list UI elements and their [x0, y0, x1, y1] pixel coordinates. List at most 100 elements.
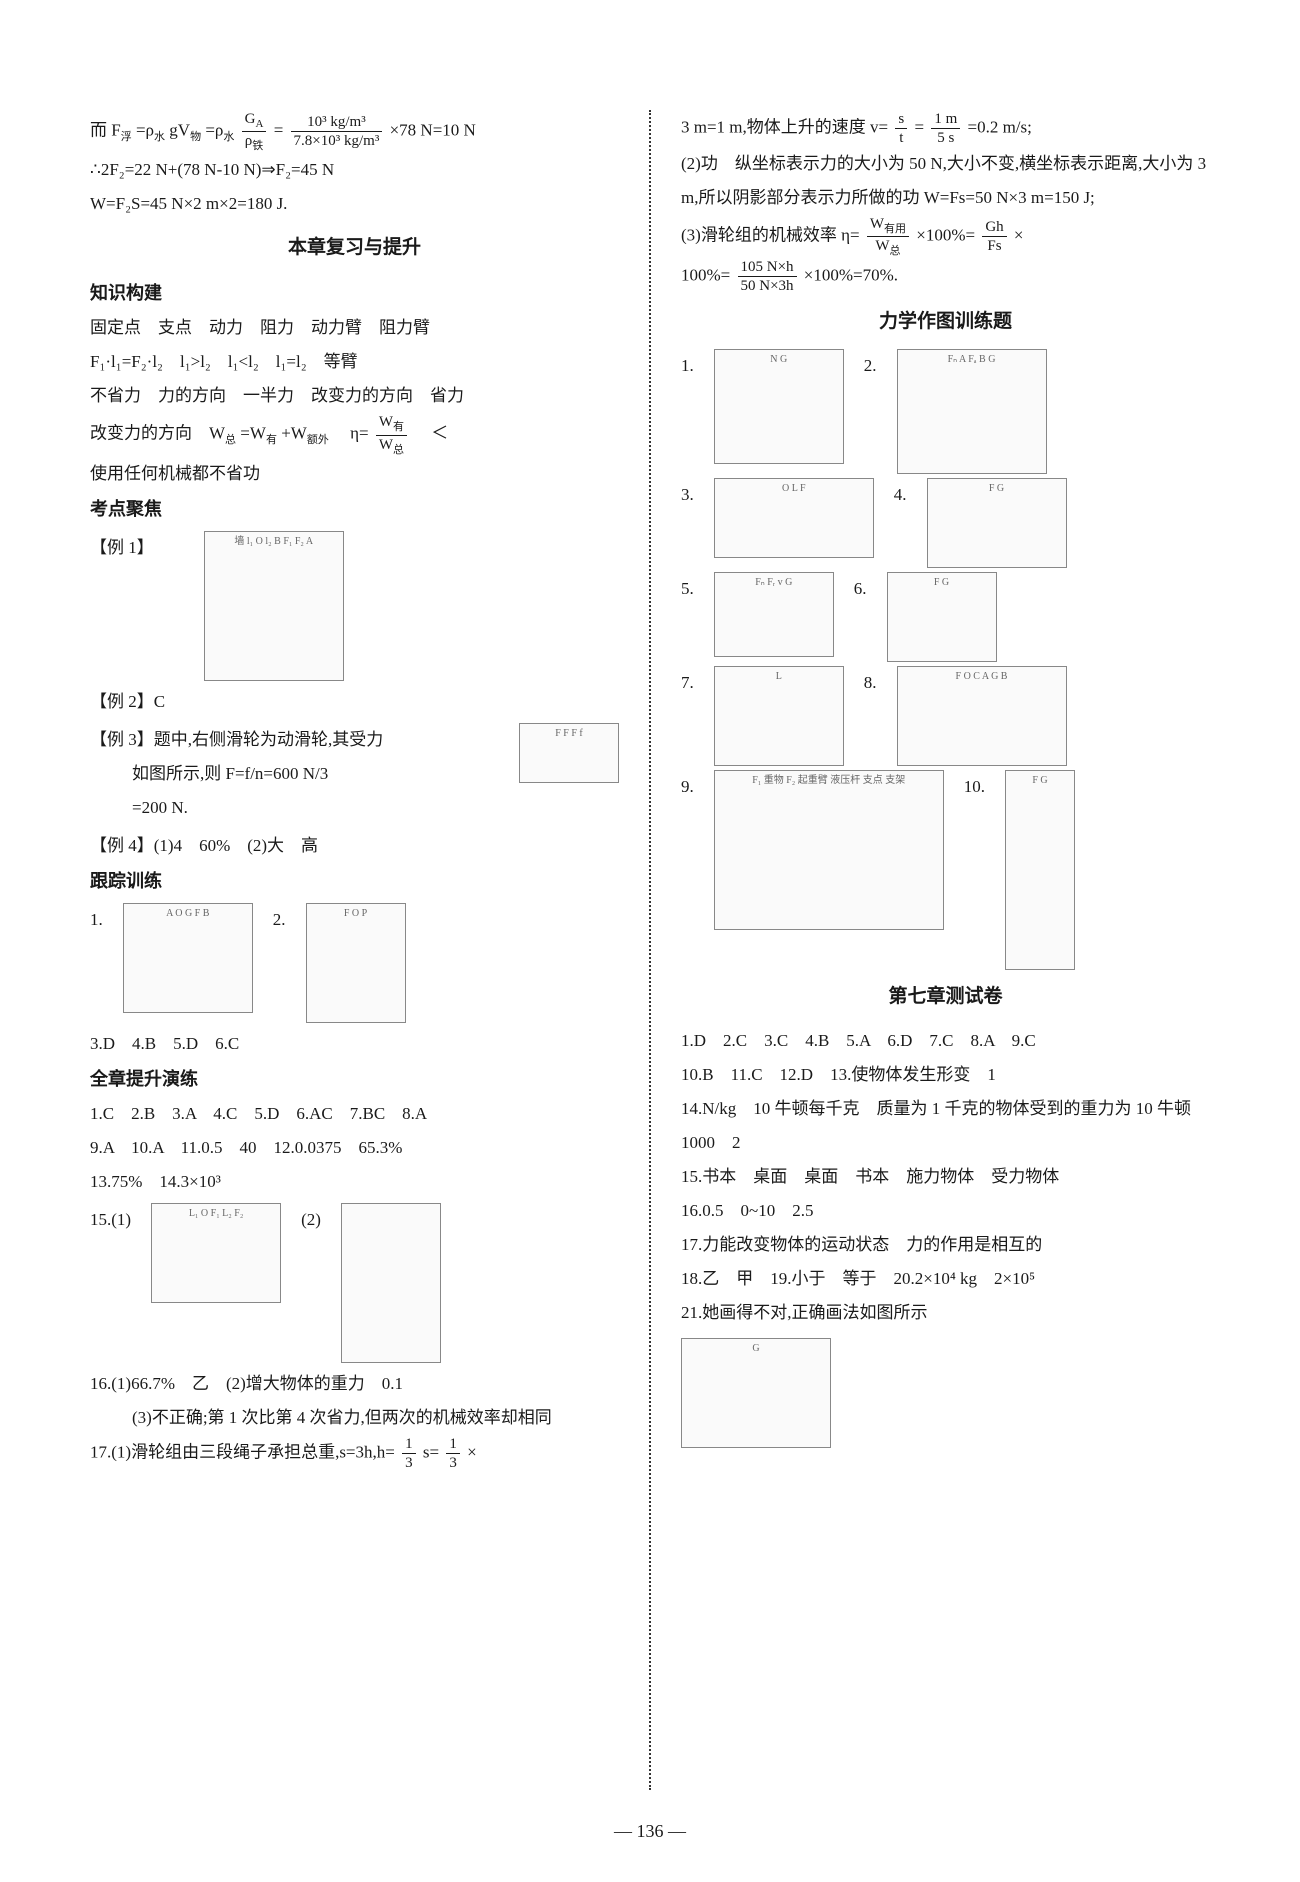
subscript: 物 [190, 131, 201, 143]
test-line: 15.书本 桌面 桌面 书本 施力物体 受力物体 [681, 1160, 1210, 1194]
diagram-row-7-8: 7. L 8. F O C A G B [681, 666, 1210, 766]
kb-line: 改变力的方向 W总 =W有 +W额外 η= W有 W总 ＜ [90, 413, 619, 456]
text: =ρ [136, 121, 154, 140]
diagram-row-1-2: 1. N G 2. Fₙ A Fₐ B G [681, 349, 1210, 474]
force-diagram-4: F G [927, 478, 1067, 568]
tracking-diagram-1: A O G F B [123, 903, 253, 1013]
tracking-diagrams: 1. A O G F B 2. F O P [90, 903, 619, 1023]
fig-num: 8. [864, 666, 877, 700]
fig-num: 15.(1) [90, 1203, 131, 1237]
section-practice: 全章提升演练 [90, 1061, 619, 1097]
test-line: 21.她画得不对,正确画法如图所示 [681, 1296, 1210, 1330]
force-diagram-7: L [714, 666, 844, 766]
force-diagram-5: Fₙ Fᵣ v G [714, 572, 834, 657]
fraction: 105 N×h 50 N×3h [738, 258, 797, 295]
test-line: 14.N/kg 10 牛顿每千克 质量为 1 千克的物体受到的重力为 10 牛顿… [681, 1092, 1210, 1160]
fraction: Gh Fs [982, 218, 1006, 255]
text: gV [169, 121, 190, 140]
practice-line: 1.C 2.B 3.A 4.C 5.D 6.AC 7.BC 8.A [90, 1097, 619, 1131]
fig-num: 2. [864, 349, 877, 383]
text: =ρ [205, 121, 223, 140]
fig-num: 9. [681, 770, 694, 804]
equals: = [274, 121, 284, 140]
section-tracking: 跟踪训练 [90, 863, 619, 899]
fig-num: 1. [681, 349, 694, 383]
physics-line-1: 而 F浮 =ρ水 gV物 =ρ水 GA ρ铁 = 10³ kg/m³ 7.8×1… [90, 110, 619, 153]
force-diagram-6: F G [887, 572, 997, 662]
diagram-row-9-10: 9. F₁ 重物 F₂ 起重臂 液压杆 支点 支架 10. F G [681, 770, 1210, 970]
force-diagram-8: F O C A G B [897, 666, 1067, 766]
right-line-2: (2)功 纵坐标表示力的大小为 50 N,大小不变,横坐标表示距离,大小为 3 … [681, 147, 1210, 215]
fraction: 1 3 [446, 1435, 460, 1472]
example-1-row: 【例 1】 墙 l₁ O l₂ B F₁ F₂ A [90, 531, 619, 681]
practice-16b: (3)不正确;第 1 次比第 4 次省力,但两次的机械效率却相同 [90, 1401, 619, 1435]
fig-num: 6. [854, 572, 867, 606]
fraction: W有 W总 [376, 413, 407, 456]
fig-num: 7. [681, 666, 694, 700]
fraction: 1 3 [402, 1435, 416, 1472]
right-line-1: 3 m=1 m,物体上升的速度 v= s t = 1 m 5 s =0.2 m/… [681, 110, 1210, 147]
example-1-diagram: 墙 l₁ O l₂ B F₁ F₂ A [204, 531, 344, 681]
example-4: 【例 4】(1)4 60% (2)大 高 [90, 829, 619, 863]
fig-num: 1. [90, 903, 103, 937]
test-line: 18.乙 甲 19.小于 等于 20.2×10⁴ kg 2×10⁵ [681, 1262, 1210, 1296]
chapter-review-title: 本章复习与提升 [90, 229, 619, 267]
physics-line-2: ∴2F₂=22 N+(78 N-10 N)⇒F₂=45 N [90, 153, 619, 187]
fig-num: 3. [681, 478, 694, 512]
denominator: 7.8×10³ kg/m³ [291, 132, 383, 150]
force-diagram-3: O L F [714, 478, 874, 558]
text: 而 F [90, 121, 121, 140]
fig-num: 2. [273, 903, 286, 937]
fig-num: 5. [681, 572, 694, 606]
kb-line: 不省力 力的方向 一半力 改变力的方向 省力 [90, 379, 619, 413]
page-columns: 而 F浮 =ρ水 gV物 =ρ水 GA ρ铁 = 10³ kg/m³ 7.8×1… [90, 110, 1210, 1790]
diagram-row-5-6: 5. Fₙ Fᵣ v G 6. F G [681, 572, 1210, 662]
page-number: — 136 — [0, 1821, 1300, 1842]
fraction: s t [895, 110, 907, 147]
column-divider [649, 110, 651, 1790]
practice-15-1-diagram: L₁ O F₁ L₂ F₂ [151, 1203, 281, 1303]
tracking-answers: 3.D 4.B 5.D 6.C [90, 1027, 619, 1061]
force-diagram-2: Fₙ A Fₐ B G [897, 349, 1047, 474]
example-3-diagram: F F F f [519, 723, 619, 783]
text: ×78 N=10 N [390, 121, 476, 140]
mechanics-drawing-title: 力学作图训练题 [681, 303, 1210, 341]
practice-15-2-diagram [341, 1203, 441, 1363]
diagram-row-3-4: 3. O L F 4. F G [681, 478, 1210, 568]
kb-line: F₁·l₁=F₂·l₂ l₁>l₂ l₁<l₂ l₁=l₂ 等臂 [90, 345, 619, 379]
right-line-4: 100%= 105 N×h 50 N×3h ×100%=70%. [681, 258, 1210, 295]
section-focus: 考点聚焦 [90, 491, 619, 527]
practice-16: 16.(1)66.7% 乙 (2)增大物体的重力 0.1 [90, 1367, 619, 1401]
practice-15-row: 15.(1) L₁ O F₁ L₂ F₂ (2) [90, 1203, 619, 1363]
example-3-row: 【例 3】题中,右侧滑轮为动滑轮,其受力 如图所示,则 F=f/n=600 N/… [90, 723, 619, 825]
practice-17: 17.(1)滑轮组由三段绳子承担总重,s=3h,h= 1 3 s= 1 3 × [90, 1435, 619, 1472]
fraction: GA ρ铁 [242, 110, 267, 153]
example-2: 【例 2】C [90, 685, 619, 719]
fraction: 1 m 5 s [931, 110, 960, 147]
fraction: W有用 W总 [867, 215, 909, 258]
subscript: 水 [223, 131, 234, 143]
kb-line: 固定点 支点 动力 阻力 动力臂 阻力臂 [90, 311, 619, 345]
force-diagram-9: F₁ 重物 F₂ 起重臂 液压杆 支点 支架 [714, 770, 944, 930]
force-diagram-1: N G [714, 349, 844, 464]
fig-num: (2) [301, 1203, 321, 1237]
fraction: 10³ kg/m³ 7.8×10³ kg/m³ [291, 113, 383, 150]
subscript: 水 [154, 131, 165, 143]
practice-line: 9.A 10.A 11.0.5 40 12.0.0375 65.3% [90, 1131, 619, 1165]
example-label: 【例 1】 [90, 531, 154, 565]
kb-line: 使用任何机械都不省功 [90, 457, 619, 491]
answer-21-diagram: G [681, 1338, 831, 1448]
left-column: 而 F浮 =ρ水 gV物 =ρ水 GA ρ铁 = 10³ kg/m³ 7.8×1… [90, 110, 619, 1790]
section-knowledge: 知识构建 [90, 275, 619, 311]
chapter-7-test-title: 第七章测试卷 [681, 978, 1210, 1016]
tracking-diagram-2: F O P [306, 903, 406, 1023]
numerator: G [245, 111, 256, 127]
force-diagram-10: F G [1005, 770, 1075, 970]
test-line: 1.D 2.C 3.C 4.B 5.A 6.D 7.C 8.A 9.C [681, 1024, 1210, 1058]
right-column: 3 m=1 m,物体上升的速度 v= s t = 1 m 5 s =0.2 m/… [681, 110, 1210, 1790]
test-line: 10.B 11.C 12.D 13.使物体发生形变 1 [681, 1058, 1210, 1092]
subscript: 浮 [121, 131, 132, 143]
right-line-3: (3)滑轮组的机械效率 η= W有用 W总 ×100%= Gh Fs × [681, 215, 1210, 258]
test-line: 17.力能改变物体的运动状态 力的作用是相互的 [681, 1228, 1210, 1262]
numerator: 10³ kg/m³ [291, 113, 383, 132]
